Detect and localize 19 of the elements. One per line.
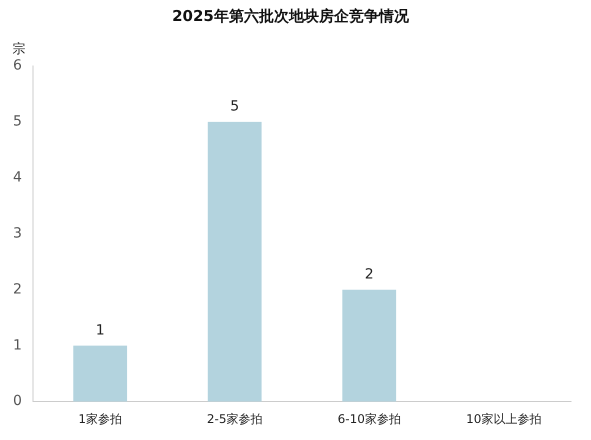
data-label: 1 [96, 322, 105, 338]
y-tick-label: 5 [12, 114, 22, 130]
bar [73, 346, 128, 402]
bar [208, 122, 262, 402]
y-tick-label: 1 [12, 337, 22, 354]
data-label: 2 [364, 266, 374, 282]
x-tick-label: 10家以上参拍 [466, 412, 542, 426]
y-tick-label: 6 [12, 58, 22, 74]
x-tick-label: 6-10家参拍 [338, 412, 401, 426]
data-label: 5 [230, 98, 240, 115]
y-tick-label: 4 [12, 170, 22, 186]
x-tick-label: 1家参拍 [78, 412, 122, 426]
y-axis-title: 宗 [12, 40, 26, 57]
x-tick-label: 2-5家参拍 [206, 412, 262, 426]
y-tick-label: 0 [12, 393, 22, 410]
chart-title: 2025年第六批次地块房企竞争情况 [172, 6, 410, 25]
y-tick-label: 2 [12, 281, 22, 298]
y-tick-label: 3 [12, 225, 22, 242]
bar [342, 290, 396, 402]
